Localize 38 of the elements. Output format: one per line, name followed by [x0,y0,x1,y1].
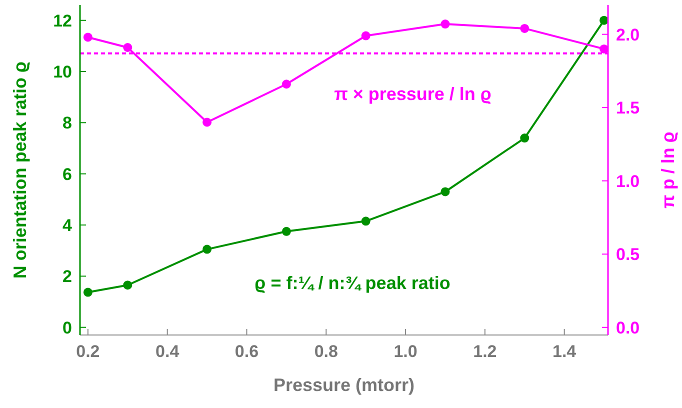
x-tick-label: 0.2 [76,342,100,361]
x-axis-title: Pressure (mtorr) [273,375,415,395]
x-tick-label: 1.2 [473,342,497,361]
point [202,118,212,127]
y2-axis-title: π p / ln ϱ [658,132,678,208]
y-tick-label: 10 [53,62,72,82]
x-tick-label: 0.8 [314,342,338,361]
y-tick-label: 12 [53,11,72,30]
point [83,288,92,297]
point [202,244,212,254]
x-tick-label: 1.4 [552,342,577,361]
point [361,31,370,40]
y2-tick-label: 1.5 [616,98,640,118]
point [83,32,92,42]
y2-tick-label: 0.5 [616,245,640,264]
y-tick-label: 2 [62,267,72,286]
y2-tick-label: 0.0 [616,318,640,338]
y-tick-label: 8 [62,114,72,133]
y-tick-label: 4 [62,216,73,235]
annotation: π × pressure / ln ϱ [334,84,492,104]
point [123,42,132,52]
point [123,280,132,290]
x-tick-label: 1.0 [394,342,418,361]
point [282,226,291,236]
point [440,20,450,29]
x-tick-label: 0.4 [156,342,180,361]
x-tick-label: 0.6 [234,342,259,361]
point [440,187,450,196]
y-tick-label: 6 [62,164,72,184]
point [520,134,530,143]
y-axis-title: N orientation peak ratio ϱ [10,61,30,279]
point [282,80,291,89]
point [361,216,370,226]
y-tick-label: 0 [62,318,72,338]
y2-tick-label: 2.0 [616,25,640,44]
y2-tick-label: 1.0 [616,172,640,191]
annotation: ϱ = f:¼ / n:¾ peak ratio [254,273,450,293]
point [520,24,530,33]
